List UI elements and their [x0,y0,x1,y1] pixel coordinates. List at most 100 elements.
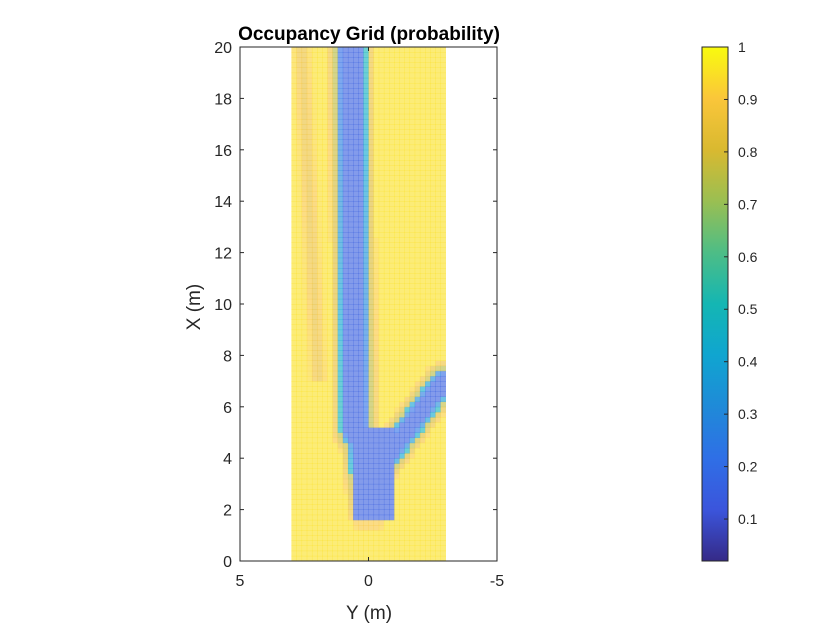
grid-cell [383,514,390,521]
grid-cell [383,206,390,212]
grid-cell [404,422,411,428]
grid-cell [425,545,431,552]
grid-cell [399,365,405,372]
grid-cell [353,417,359,423]
grid-cell [322,396,328,403]
grid-cell [363,129,369,135]
grid-cell [347,381,354,387]
grid-cell [317,489,323,495]
grid-cell [342,190,349,197]
grid-cell [353,206,359,212]
grid-cell [404,386,411,392]
grid-cell [311,190,318,197]
grid-cell [353,427,359,433]
grid-cell [358,473,364,480]
grid-cell [296,298,303,305]
grid-cell [358,530,364,536]
grid-cell [435,391,441,397]
grid-cell [296,350,303,356]
grid-cell [435,180,441,187]
grid-cell [311,463,318,469]
grid-cell [440,463,446,469]
grid-cell [435,386,441,392]
grid-cell [327,319,333,325]
grid-cell [435,468,441,475]
grid-cell [353,278,359,284]
grid-cell [322,478,328,485]
grid-cell [399,478,405,485]
grid-cell [404,489,411,495]
grid-cell [378,535,385,541]
grid-cell [296,427,303,433]
grid-cell [404,499,411,505]
grid-cell [373,514,380,521]
grid-cell [378,201,385,207]
grid-cell [389,499,395,505]
grid-cell [378,494,385,500]
grid-cell [291,283,297,289]
grid-cell [404,375,411,382]
grid-cell [347,422,354,428]
grid-cell [378,129,385,135]
grid-cell [317,293,323,300]
grid-cell [322,257,328,264]
grid-cell [414,375,421,382]
grid-cell [342,149,349,156]
grid-cell [322,221,328,228]
grid-cell [332,288,339,295]
grid-cell [337,103,344,110]
grid-cell [425,134,431,140]
grid-cell [425,124,431,130]
grid-cell [337,365,344,372]
grid-cell [394,381,400,387]
grid-cell [425,365,431,372]
grid-cell [373,519,380,526]
grid-cell [301,545,308,552]
grid-cell [317,355,323,361]
grid-cell [394,273,400,279]
grid-cell [311,180,318,187]
grid-cell [327,499,333,505]
grid-cell [358,555,364,561]
grid-cell [291,170,297,176]
grid-cell [409,165,416,171]
grid-cell [301,113,308,120]
grid-cell [404,442,411,449]
grid-cell [291,57,297,63]
grid-cell [337,216,344,223]
grid-cell [389,175,395,182]
grid-cell [347,160,354,166]
grid-cell [347,273,354,279]
grid-cell [399,406,405,413]
grid-cell [322,437,328,444]
grid-cell [419,237,426,243]
grid-cell [399,252,405,259]
grid-cell [358,391,364,397]
grid-cell [394,339,400,346]
grid-cell [414,216,421,223]
grid-cell [383,478,390,485]
grid-cell [409,334,416,341]
grid-cell [440,62,446,68]
grid-cell [347,365,354,372]
grid-cell [337,370,344,377]
grid-cell [440,52,446,58]
grid-cell [430,453,436,459]
grid-cell [327,432,333,439]
grid-cell [353,334,359,341]
grid-cell [399,355,405,361]
grid-cell [378,499,385,505]
grid-cell [404,427,411,433]
grid-cell [358,149,364,156]
grid-cell [373,129,380,135]
grid-cell [389,242,395,248]
grid-cell [296,494,303,500]
grid-cell [327,530,333,536]
grid-cell [337,509,344,516]
grid-cell [419,88,426,94]
grid-cell [440,124,446,130]
grid-cell [363,57,369,63]
grid-cell [327,67,333,74]
grid-cell [327,154,333,161]
grid-cell [347,540,354,546]
